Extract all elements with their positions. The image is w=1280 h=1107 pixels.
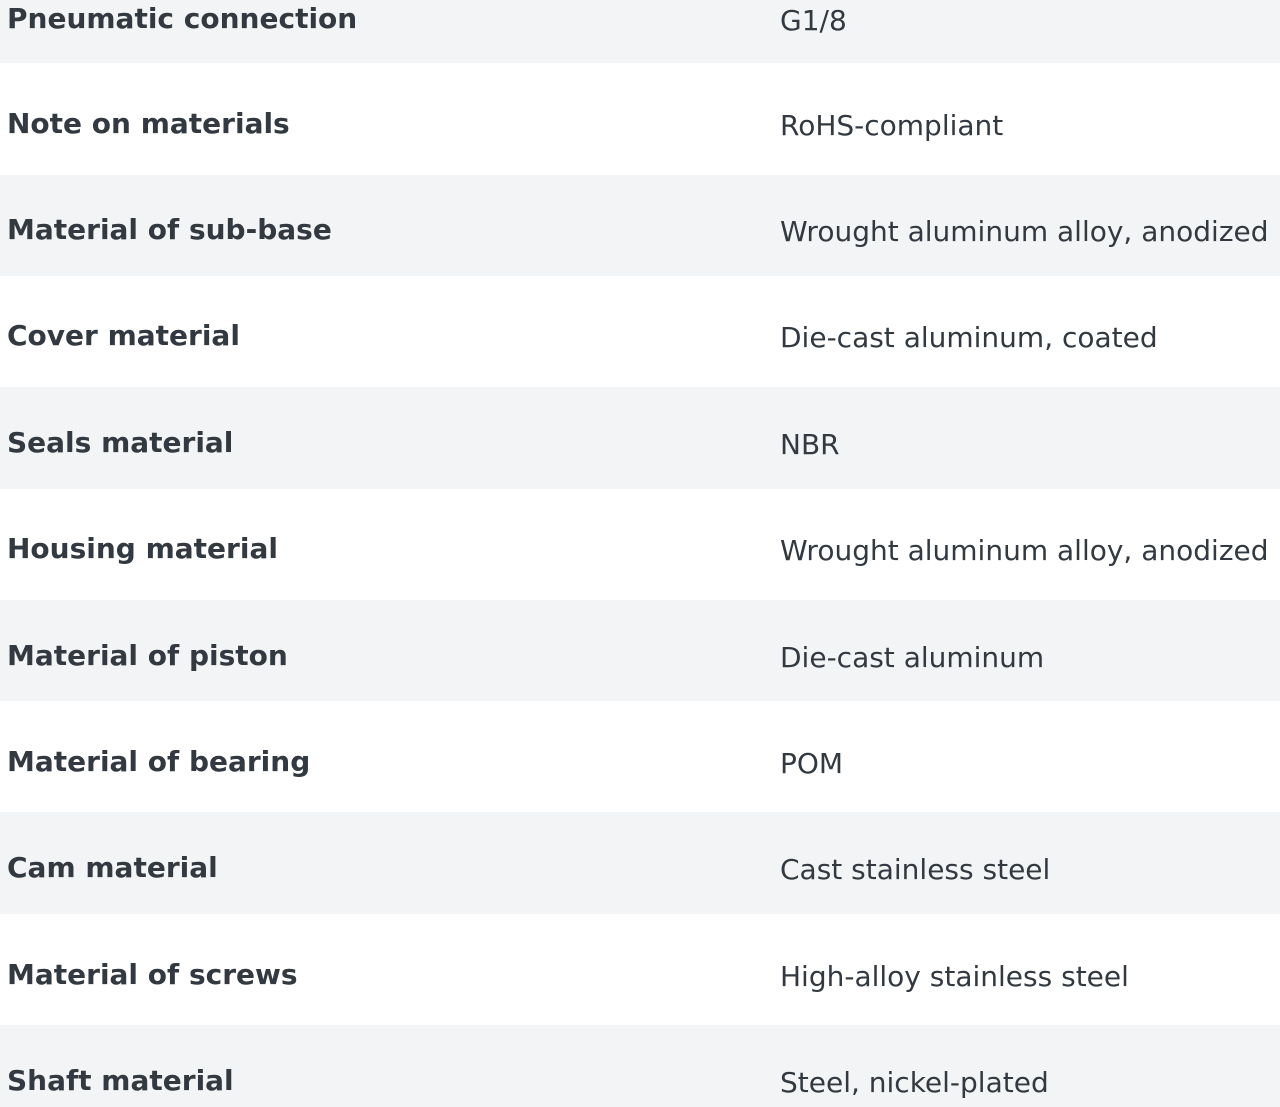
spec-value: Steel, nickel-plated [780, 1066, 1049, 1099]
spec-value: Wrought aluminum alloy, anodized [780, 534, 1269, 567]
spec-row: Material of bearing POM [0, 701, 1280, 812]
spec-row: Material of piston Die-cast aluminum [0, 600, 1280, 701]
spec-row: Material of sub-base Wrought aluminum al… [0, 175, 1280, 276]
spec-row: Material of screws High-alloy stainless … [0, 914, 1280, 1025]
spec-row: Cam material Cast stainless steel [0, 812, 1280, 914]
spec-label: Material of piston [7, 639, 288, 672]
spec-label: Material of screws [7, 958, 298, 991]
spec-row: Shaft material Steel, nickel-plated [0, 1025, 1280, 1107]
spec-value: G1/8 [780, 4, 847, 37]
spec-value: RoHS-compliant [780, 109, 1004, 142]
spec-value: Wrought aluminum alloy, anodized [780, 215, 1269, 248]
spec-row: Seals material NBR [0, 387, 1280, 489]
spec-label: Shaft material [7, 1064, 234, 1097]
spec-label: Housing material [7, 532, 278, 565]
spec-row: Cover material Die-cast aluminum, coated [0, 276, 1280, 387]
spec-row: Housing material Wrought aluminum alloy,… [0, 489, 1280, 600]
spec-value: Die-cast aluminum, coated [780, 321, 1158, 354]
spec-value: POM [780, 747, 844, 780]
spec-label: Pneumatic connection [7, 2, 358, 35]
spec-row: Pneumatic connection G1/8 [0, 0, 1280, 63]
spec-label: Note on materials [7, 107, 290, 140]
spec-value: Cast stainless steel [780, 853, 1051, 886]
spec-label: Cam material [7, 851, 218, 884]
spec-label: Material of sub-base [7, 213, 332, 246]
spec-value: Die-cast aluminum [780, 641, 1045, 674]
spec-label: Seals material [7, 426, 234, 459]
spec-label: Cover material [7, 319, 240, 352]
spec-value: High-alloy stainless steel [780, 960, 1129, 993]
spec-value: NBR [780, 428, 840, 461]
spec-row: Note on materials RoHS-compliant [0, 63, 1280, 175]
spec-label: Material of bearing [7, 745, 311, 778]
